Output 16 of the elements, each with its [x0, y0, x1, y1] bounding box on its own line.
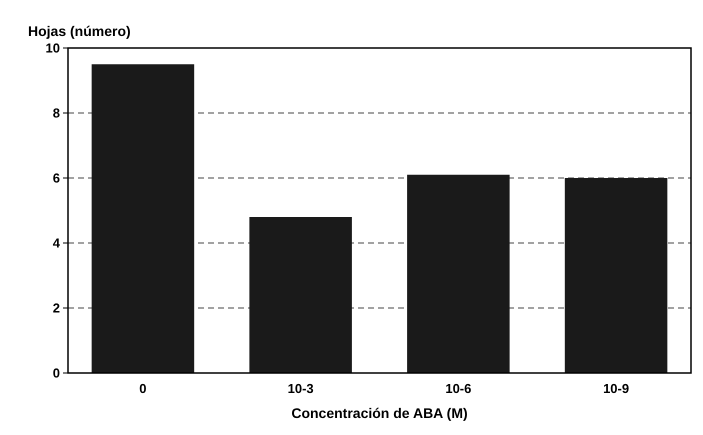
y-tick-label: 6 [52, 170, 60, 186]
y-tick-label: 0 [52, 366, 60, 381]
bar [564, 178, 668, 373]
x-tick-label: 10-9 [603, 381, 630, 396]
y-tick-label: 4 [52, 236, 61, 251]
bar [92, 64, 194, 373]
x-tick-label: 0 [139, 381, 147, 396]
x-axis-title: Concentración de ABA (M) [291, 405, 468, 421]
x-tick-label: 10-3 [288, 381, 314, 396]
y-axis-title: Hojas (número) [28, 23, 131, 39]
y-tick-label: 2 [52, 300, 60, 316]
y-tick-label: 8 [52, 106, 60, 121]
x-tick-label: 10-6 [445, 381, 472, 396]
bar [407, 174, 510, 373]
bar [249, 217, 352, 373]
y-tick-label: 10 [46, 40, 60, 56]
